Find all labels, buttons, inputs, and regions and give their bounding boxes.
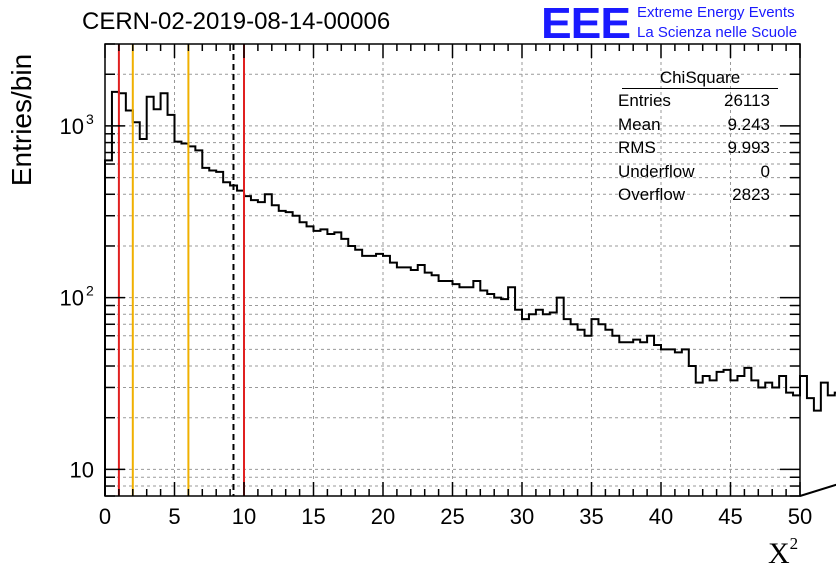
stats-value: 0: [760, 161, 770, 181]
stats-value: 9.243: [727, 114, 770, 134]
x-tick-label: 45: [718, 504, 742, 529]
y-axis-label-container: Entries/bin: [4, 40, 40, 200]
x-tick-label: 10: [232, 504, 256, 529]
stats-value: 9.993: [727, 138, 770, 157]
stats-label: Overflow: [618, 185, 686, 204]
x-axis-label-exponent: 2: [789, 534, 799, 553]
stats-row-mean: Mean 9.243: [610, 113, 778, 137]
y-tick-label: 10: [70, 457, 94, 482]
stats-row-overflow: Overflow 2823: [610, 183, 778, 207]
x-tick-label: 50: [788, 504, 812, 529]
stats-box: ChiSquare Entries 26113 Mean 9.243 RMS 9.99…: [610, 68, 778, 207]
x-tick-label: 40: [649, 504, 673, 529]
stats-value: 2823: [732, 185, 770, 204]
chart-title: CERN-02-2019-08-14-00006: [82, 8, 391, 35]
logo-subtitle-line2: La Scienza nelle Scuole: [637, 24, 798, 41]
stats-row-rms: RMS 9.993: [610, 136, 778, 160]
y-tick-label: 10: [60, 286, 84, 311]
stats-label: Entries: [618, 91, 671, 110]
x-axis-label: X2: [768, 534, 798, 571]
stats-row-entries: Entries 26113: [610, 89, 778, 113]
stats-value: 26113: [723, 91, 770, 110]
y-tick-label-exponent: 2: [86, 283, 94, 299]
stats-label: RMS: [618, 138, 656, 157]
stats-label: Mean: [618, 114, 661, 134]
stats-label: Underflow: [618, 161, 695, 181]
logo-subtitle-line1: Extreme Energy Events: [637, 4, 795, 21]
y-tick-label: 10: [60, 114, 84, 139]
x-tick-label: 20: [371, 504, 395, 529]
stats-title: ChiSquare: [622, 68, 778, 89]
x-tick-label: 30: [510, 504, 534, 529]
x-tick-label: 35: [579, 504, 603, 529]
x-tick-label: 15: [301, 504, 325, 529]
x-tick-label: 25: [440, 504, 464, 529]
x-axis-label-text: X: [768, 537, 790, 570]
y-axis-label: Entries/bin: [6, 53, 37, 187]
stats-row-underflow: Underflow 0: [610, 160, 778, 184]
x-tick-label: 0: [99, 504, 111, 529]
y-tick-label-exponent: 3: [86, 111, 94, 127]
eee-logo: EEE: [541, 0, 631, 48]
x-tick-label: 5: [168, 504, 180, 529]
